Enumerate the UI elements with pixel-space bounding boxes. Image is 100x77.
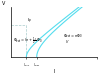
Text: $I_p$: $I_p$ xyxy=(27,16,32,25)
Text: $\Phi_{ext}=(n+\frac{1}{2})\Phi_0$: $\Phi_{ext}=(n+\frac{1}{2})\Phi_0$ xyxy=(13,36,43,47)
X-axis label: I: I xyxy=(53,69,55,74)
Y-axis label: V: V xyxy=(2,1,5,6)
Text: $\Phi_{ext}=n\Phi_0$: $\Phi_{ext}=n\Phi_0$ xyxy=(63,32,83,40)
Text: $V$: $V$ xyxy=(65,38,70,45)
